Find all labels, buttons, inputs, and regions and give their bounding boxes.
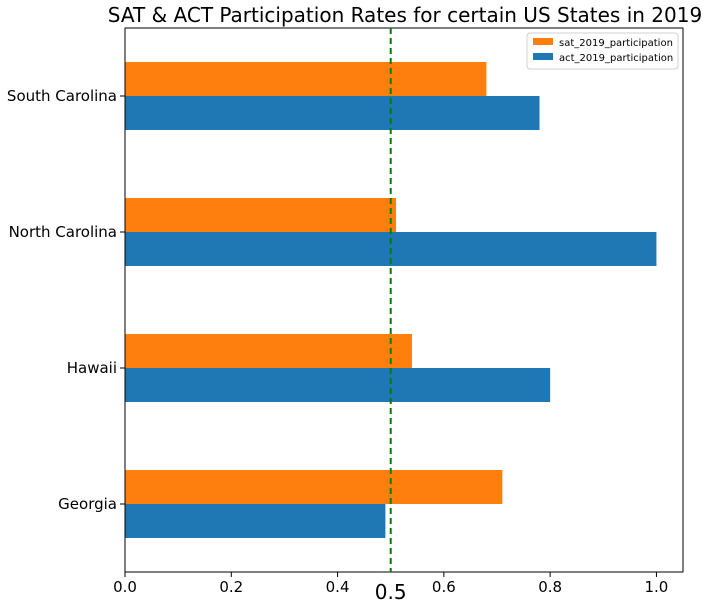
x-tick-label: 0.0 bbox=[113, 578, 137, 596]
x-tick-label: 0.4 bbox=[326, 578, 350, 596]
act-bar-georgia bbox=[125, 504, 386, 538]
sat-bar-georgia bbox=[125, 470, 503, 504]
legend-label: act_2019_participation bbox=[559, 53, 673, 64]
x-axis: 0.0 0.2 0.4 0.6 0.8 1.0 bbox=[113, 572, 668, 596]
x-tick-label: 0.6 bbox=[432, 578, 456, 596]
act-bar-south-carolina bbox=[125, 96, 540, 130]
x-tick-label: 0.8 bbox=[538, 578, 562, 596]
legend-swatch bbox=[533, 53, 553, 60]
x-tick-label: 1.0 bbox=[644, 578, 668, 596]
legend: sat_2019_participation act_2019_participa… bbox=[526, 32, 679, 70]
plot-area bbox=[125, 62, 657, 538]
plot-frame bbox=[124, 27, 684, 573]
sat-bar-south-carolina bbox=[125, 62, 487, 96]
y-tick-label: South Carolina bbox=[7, 87, 117, 105]
reference-line-label: 0.5 bbox=[375, 580, 407, 604]
chart-title: SAT & ACT Participation Rates for certai… bbox=[108, 3, 702, 27]
legend-box bbox=[526, 32, 679, 70]
x-tick-label: 0.2 bbox=[219, 578, 243, 596]
y-tick-label: North Carolina bbox=[9, 223, 117, 241]
y-tick-label: Hawaii bbox=[67, 359, 117, 377]
legend-swatch bbox=[533, 38, 553, 45]
sat-bar-hawaii bbox=[125, 334, 412, 368]
act-bar-hawaii bbox=[125, 368, 551, 402]
reference-line-group: 0.5 bbox=[375, 28, 407, 604]
sat-bar-north-carolina bbox=[125, 198, 397, 232]
y-tick-label: Georgia bbox=[58, 495, 117, 513]
y-axis: Georgia Hawaii North Carolina South Carolin… bbox=[7, 87, 125, 513]
legend-label: sat_2019_participation bbox=[559, 38, 673, 49]
